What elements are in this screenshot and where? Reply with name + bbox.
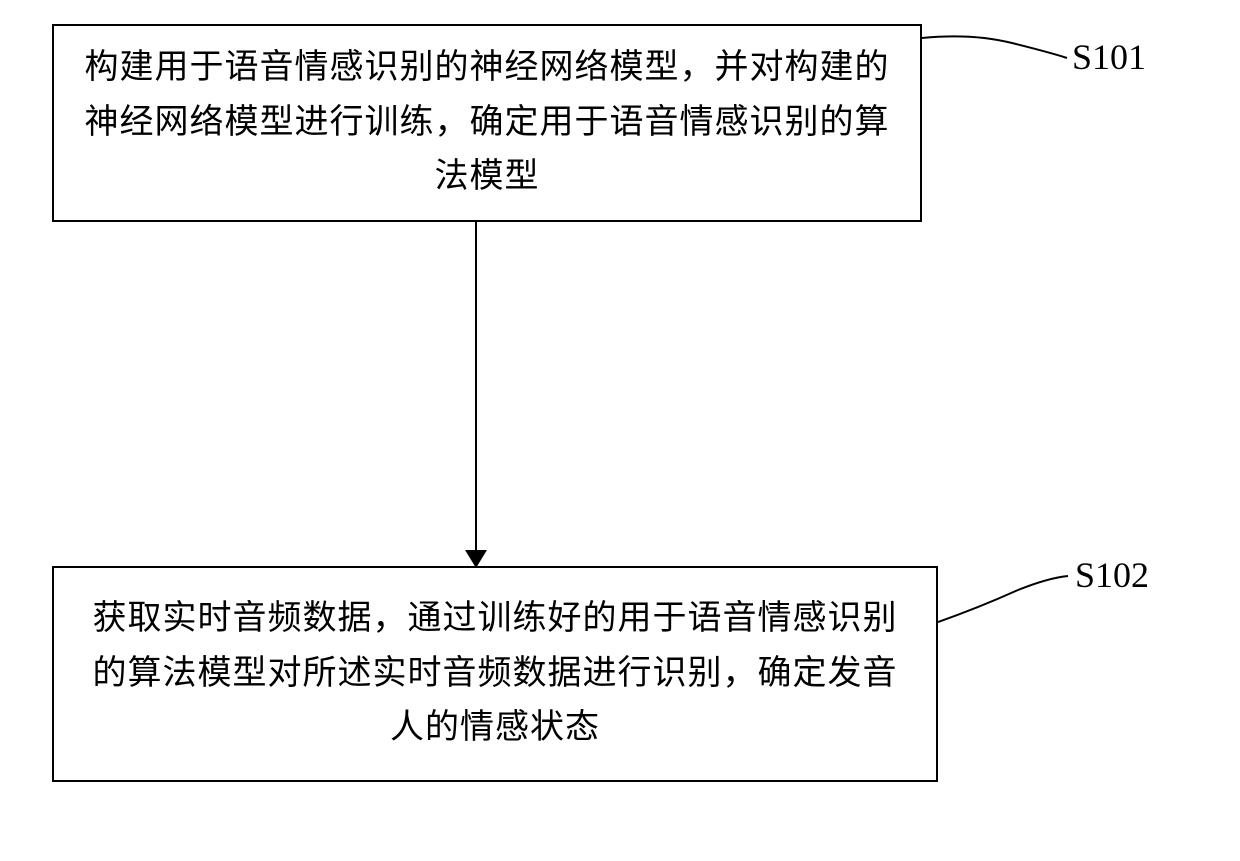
flow-step-1-text: 构建用于语音情感识别的神经网络模型，并对构建的神经网络模型进行训练，确定用于语音… [84,41,890,204]
arrow-1-line [475,222,477,554]
flow-step-2: 获取实时音频数据，通过训练好的用于语音情感识别的算法模型对所述实时音频数据进行识… [52,566,938,782]
flow-step-1: 构建用于语音情感识别的神经网络模型，并对构建的神经网络模型进行训练，确定用于语音… [52,24,922,222]
step-label-2: S102 [1075,554,1149,596]
step-label-1: S101 [1072,36,1146,78]
connector-1 [922,28,1072,88]
connector-2 [938,560,1078,640]
flow-step-2-text: 获取实时音频数据，通过训练好的用于语音情感识别的算法模型对所述实时音频数据进行识… [84,592,906,755]
